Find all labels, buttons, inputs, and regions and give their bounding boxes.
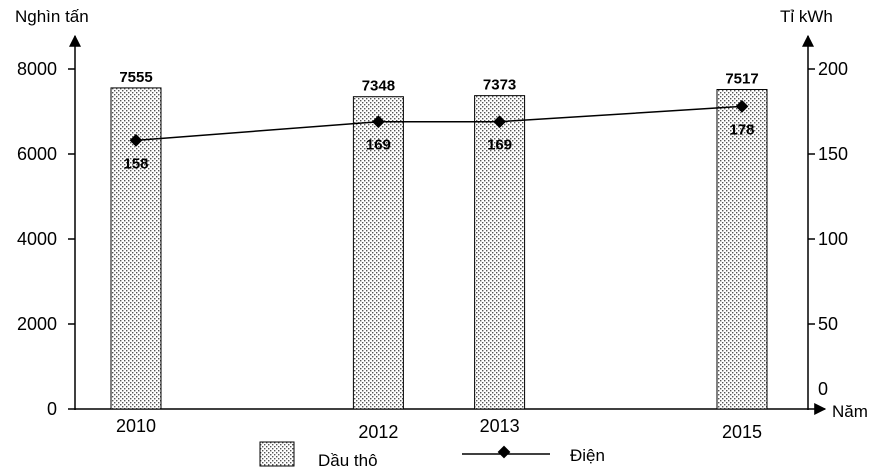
right-tick-label: 50	[818, 314, 838, 334]
left-tick-label: 6000	[17, 144, 57, 164]
line-value-label: 169	[487, 137, 512, 154]
left-tick-label: 0	[47, 399, 57, 419]
bar	[352, 96, 404, 410]
legend: Dầu thô Điện	[259, 441, 605, 470]
legend-label-dau-tho: Dầu thô	[318, 451, 378, 470]
bar-value-label: 7373	[483, 77, 516, 94]
x-tick-label: 2012	[358, 422, 398, 442]
bar-series: 7555 7348 7373 7517	[110, 69, 768, 410]
bar-value-label: 7555	[119, 69, 152, 86]
line-value-label: 158	[123, 155, 148, 172]
left-tick-label: 2000	[17, 314, 57, 334]
legend-swatch-dau-tho	[259, 441, 295, 467]
line-value-label: 178	[729, 121, 754, 138]
bar-value-label: 7517	[725, 71, 758, 88]
line-marker	[129, 134, 143, 147]
x-axis-unit: Năm	[832, 402, 868, 421]
line-marker	[493, 115, 506, 129]
bar	[716, 89, 768, 410]
x-tick-label: 2015	[722, 422, 762, 442]
line-marker	[372, 115, 385, 129]
right-axis-unit: Tỉ kWh	[780, 7, 833, 26]
right-axis-ticks: 0 50 100 150 200	[808, 59, 848, 399]
right-tick-label: 100	[818, 229, 848, 249]
line-value-label: 169	[366, 137, 391, 154]
left-tick-label: 8000	[17, 59, 57, 79]
left-axis-unit: Nghìn tấn	[15, 7, 89, 26]
left-axis-ticks: 0 2000 4000 6000 8000	[17, 59, 75, 419]
right-tick-label: 200	[818, 59, 848, 79]
right-tick-label: 150	[818, 144, 848, 164]
bar	[474, 95, 526, 410]
right-tick-label: 0	[818, 379, 828, 399]
left-tick-label: 4000	[17, 229, 57, 249]
x-tick-label: 2013	[480, 416, 520, 436]
line-path	[135, 105, 743, 142]
line-series: 158 169 169 178	[123, 100, 755, 172]
x-axis-ticks: 2010 2012 2013 2015	[116, 416, 762, 442]
x-tick-label: 2010	[116, 416, 156, 436]
legend-marker-dien	[497, 445, 511, 459]
bar-value-label: 7348	[362, 78, 395, 95]
legend-label-dien: Điện	[570, 446, 605, 465]
